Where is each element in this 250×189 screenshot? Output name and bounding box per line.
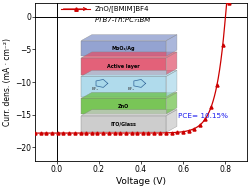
Text: PTB7-Th:PC₇₁BM: PTB7-Th:PC₇₁BM bbox=[94, 17, 151, 23]
Text: ZnO/[BMIM]BF4: ZnO/[BMIM]BF4 bbox=[94, 6, 149, 12]
X-axis label: Voltage (V): Voltage (V) bbox=[116, 177, 166, 186]
Y-axis label: Curr. dens. (mA · cm⁻²): Curr. dens. (mA · cm⁻²) bbox=[4, 38, 13, 126]
Text: PCE= 10.15%: PCE= 10.15% bbox=[178, 113, 228, 119]
